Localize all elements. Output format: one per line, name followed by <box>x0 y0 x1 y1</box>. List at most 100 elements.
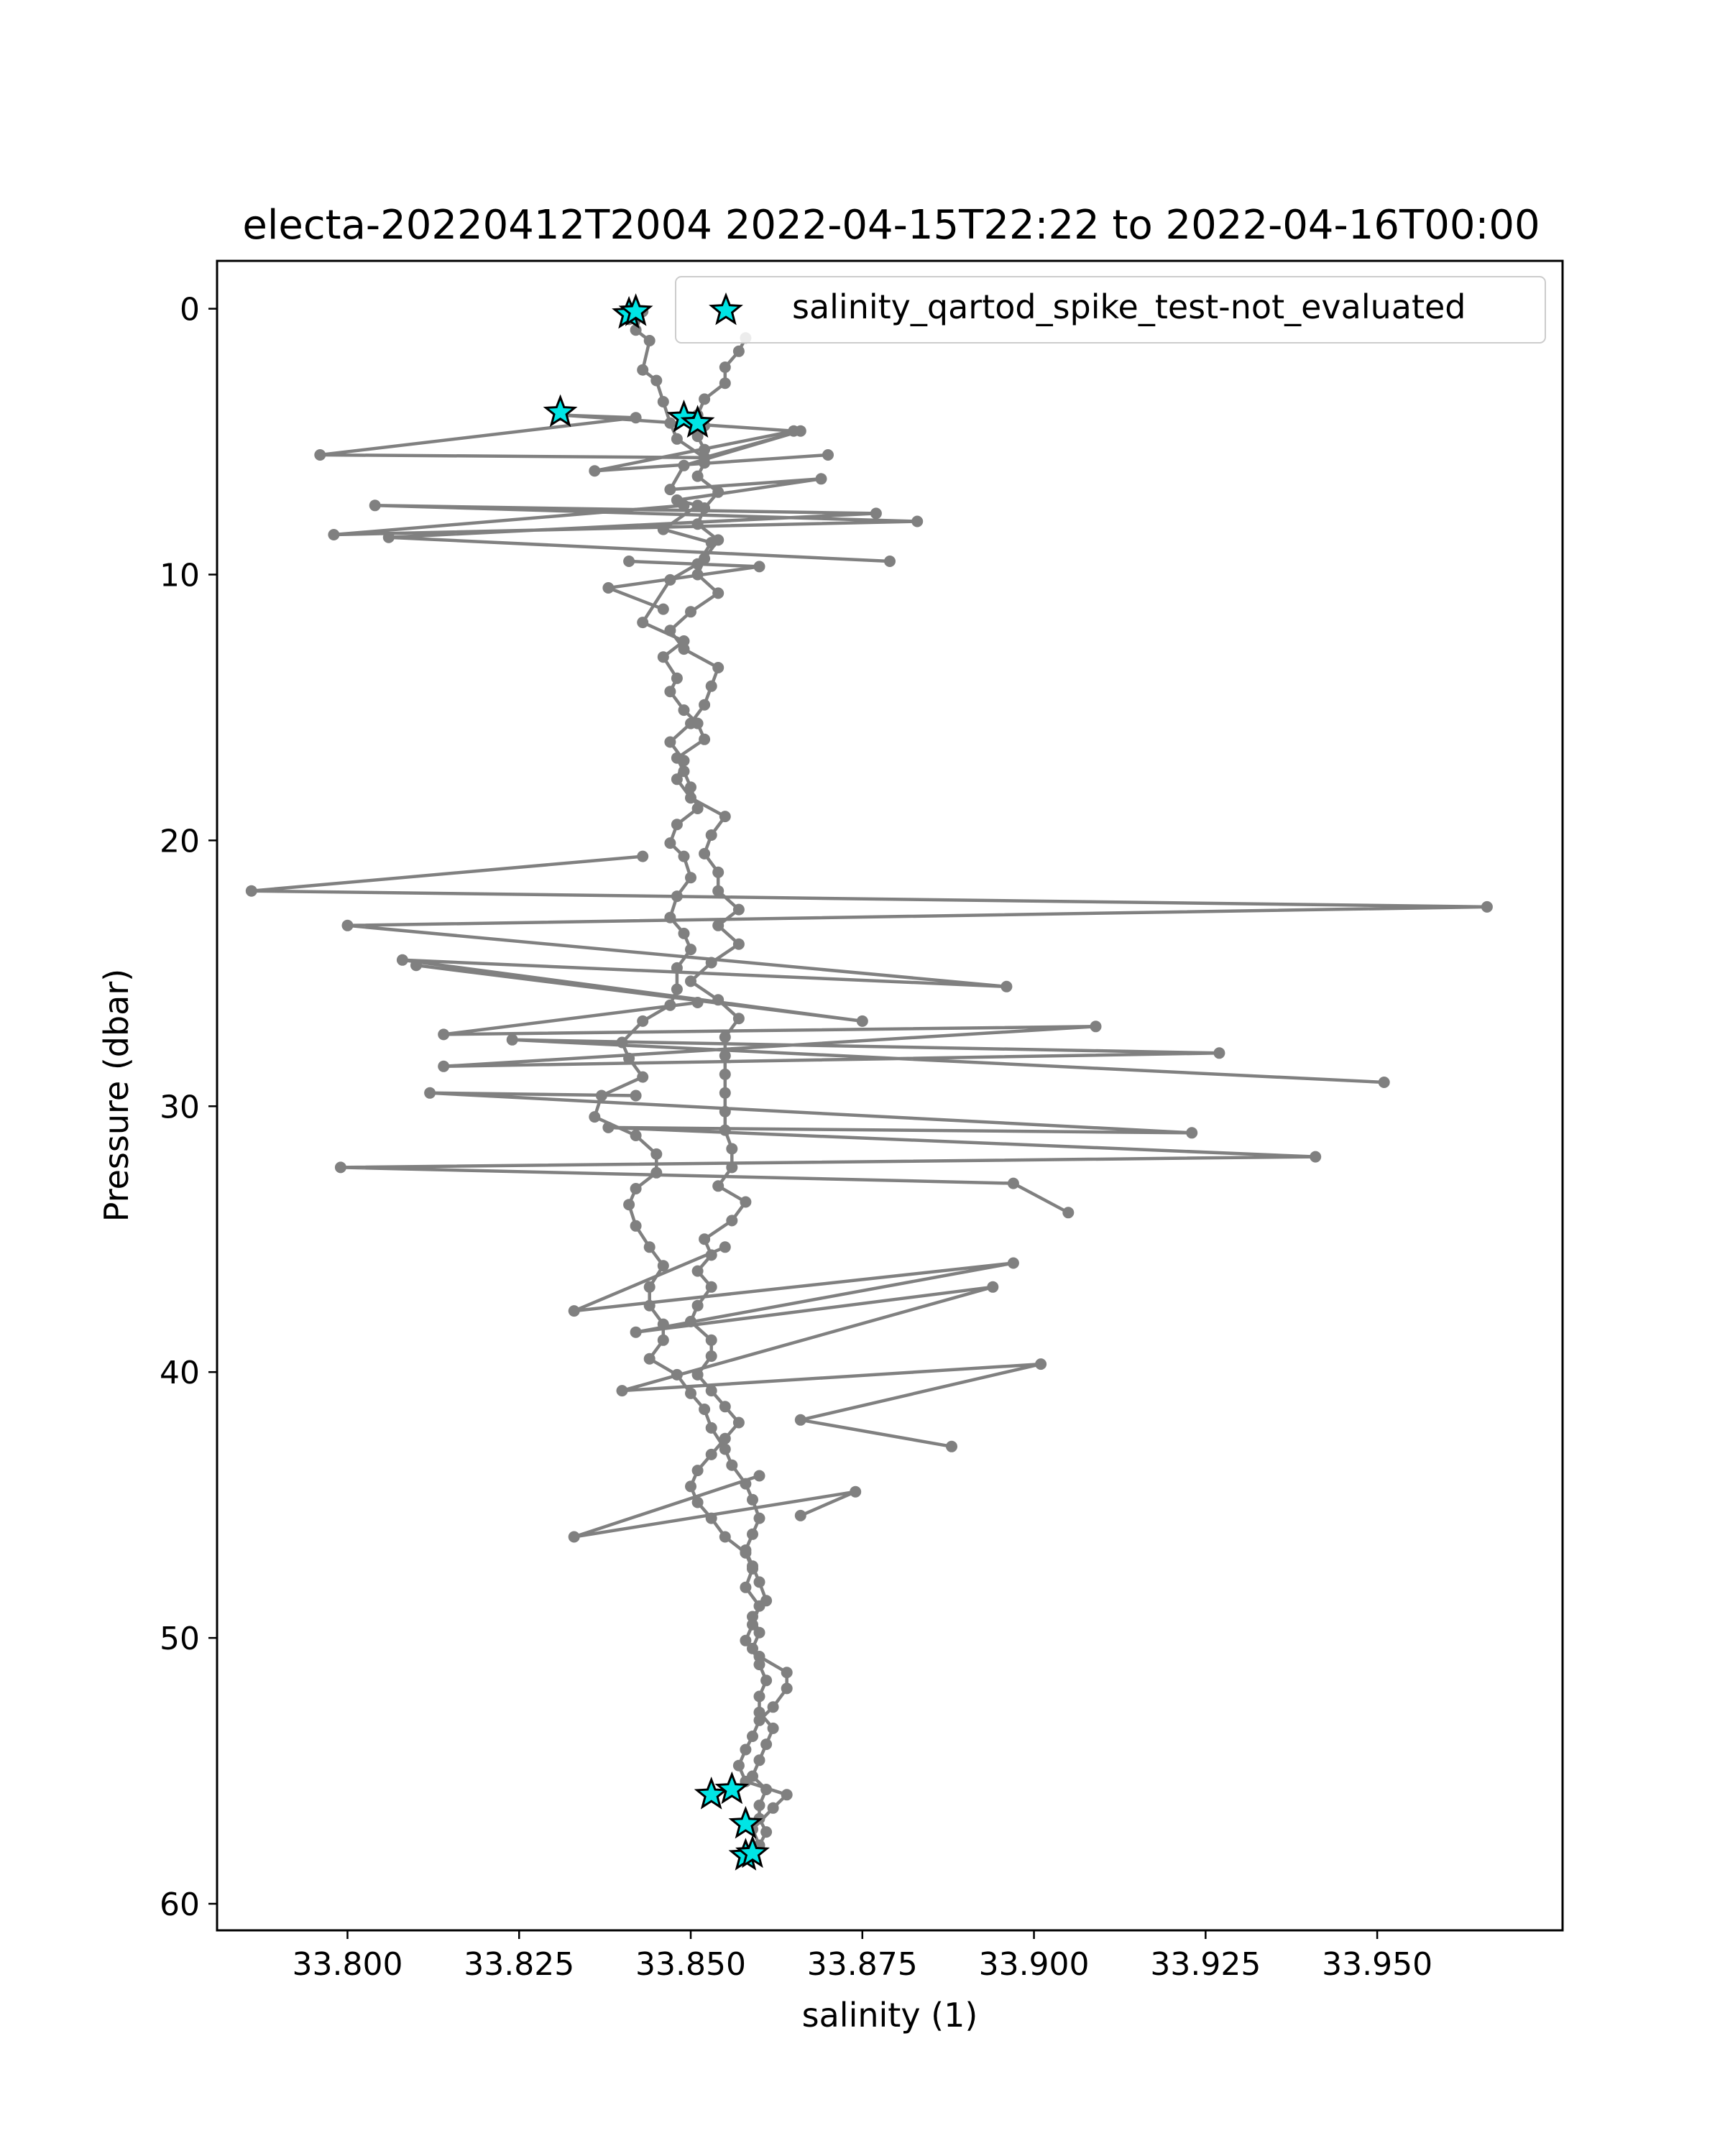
profile-point <box>616 1036 628 1049</box>
profile-point <box>719 377 731 390</box>
profile-point <box>719 1031 731 1044</box>
profile-point <box>671 773 683 786</box>
profile-point <box>705 1249 717 1261</box>
profile-point <box>664 417 676 429</box>
profile-point <box>732 1416 745 1429</box>
profile-point <box>595 1089 607 1102</box>
profile-point <box>911 515 924 528</box>
profile-point <box>643 335 656 346</box>
profile-point <box>740 1196 752 1208</box>
profile-point <box>726 1459 738 1471</box>
profile-point <box>719 1443 731 1455</box>
profile-point <box>712 994 724 1006</box>
profile-point <box>685 944 696 956</box>
profile-point <box>623 1052 635 1064</box>
profile-point <box>650 1166 663 1179</box>
profile-point <box>568 1531 580 1543</box>
profile-point <box>732 1759 745 1772</box>
flag-star-marker <box>714 1771 750 1805</box>
y-tick-label: 0 <box>180 292 200 328</box>
profile-point <box>699 451 711 464</box>
x-tick-label: 33.825 <box>464 1946 574 1983</box>
profile-point <box>1310 1151 1322 1163</box>
profile-point <box>678 635 690 647</box>
profile-point <box>643 1299 656 1312</box>
profile-point <box>753 1600 765 1612</box>
x-tick-label: 33.800 <box>292 1946 402 1983</box>
profile-point <box>671 962 683 974</box>
profile-point <box>719 1087 731 1099</box>
profile-point <box>506 1033 518 1046</box>
flag-star-marker <box>618 293 653 326</box>
profile-point <box>747 1731 758 1742</box>
profile-point <box>719 1401 731 1413</box>
flag-star-marker <box>728 1805 763 1839</box>
profile-point <box>691 1368 704 1381</box>
profile-point <box>657 1260 669 1272</box>
profile-point <box>712 587 724 599</box>
profile-point <box>664 736 676 748</box>
profile-point <box>767 1722 779 1734</box>
profile-point <box>314 449 326 461</box>
profile-point <box>341 919 354 931</box>
profile-point <box>382 531 395 543</box>
profile-point <box>678 927 690 939</box>
profile-point <box>705 1512 717 1524</box>
profile-point <box>705 1422 717 1434</box>
profile-point <box>685 975 696 987</box>
profile-point <box>781 1667 793 1679</box>
profile-point <box>678 765 690 778</box>
profile-point <box>732 903 745 916</box>
profile-point <box>678 643 690 655</box>
profile-point <box>712 1180 724 1192</box>
profile-point <box>1000 980 1013 992</box>
x-tick-label: 33.850 <box>635 1946 746 1983</box>
profile-point <box>664 837 676 849</box>
profile-point <box>747 1618 758 1631</box>
legend-star-marker-icon <box>709 292 743 326</box>
profile-point <box>691 1465 704 1477</box>
profile-point <box>671 433 683 445</box>
profile-point <box>719 1050 731 1061</box>
profile-point <box>753 1714 765 1726</box>
profile-point <box>685 781 696 793</box>
y-axis-label: Pressure (dbar) <box>97 969 136 1222</box>
profile-point <box>712 866 724 878</box>
profile-point <box>410 959 422 972</box>
profile-point <box>685 792 696 804</box>
profile-point <box>664 573 676 586</box>
profile-point <box>740 1581 752 1593</box>
profile-point <box>328 529 340 540</box>
profile-point <box>705 1281 717 1293</box>
legend-box <box>675 276 1546 344</box>
profile-point <box>747 1562 758 1575</box>
profile-point <box>657 523 669 535</box>
profile-point <box>705 957 717 969</box>
profile-point <box>1481 900 1493 913</box>
profile-point <box>685 717 696 729</box>
profile-point <box>705 680 717 692</box>
profile-point <box>719 1068 731 1080</box>
profile-point <box>637 617 649 629</box>
profile-point <box>1378 1077 1390 1088</box>
profile-point <box>671 819 683 831</box>
profile-point <box>740 1743 752 1756</box>
profile-point <box>664 625 676 637</box>
chart-title: electa-20220412T2004 2022-04-15T22:22 to… <box>242 202 1540 249</box>
profile-point <box>657 1334 669 1346</box>
profile-point <box>712 486 724 498</box>
profile-point <box>678 459 690 471</box>
profile-point <box>732 938 745 950</box>
profile-point <box>630 1130 642 1141</box>
profile-point <box>1213 1047 1225 1059</box>
profile-point <box>760 1738 773 1751</box>
flag-star-marker <box>680 405 715 438</box>
x-tick-label: 33.950 <box>1322 1946 1432 1983</box>
profile-point <box>740 1547 752 1559</box>
profile-point <box>719 1531 731 1543</box>
legend-star-icon <box>709 292 743 326</box>
profile-point <box>678 499 690 512</box>
y-tick-label: 10 <box>160 557 200 594</box>
profile-point <box>699 1233 711 1245</box>
